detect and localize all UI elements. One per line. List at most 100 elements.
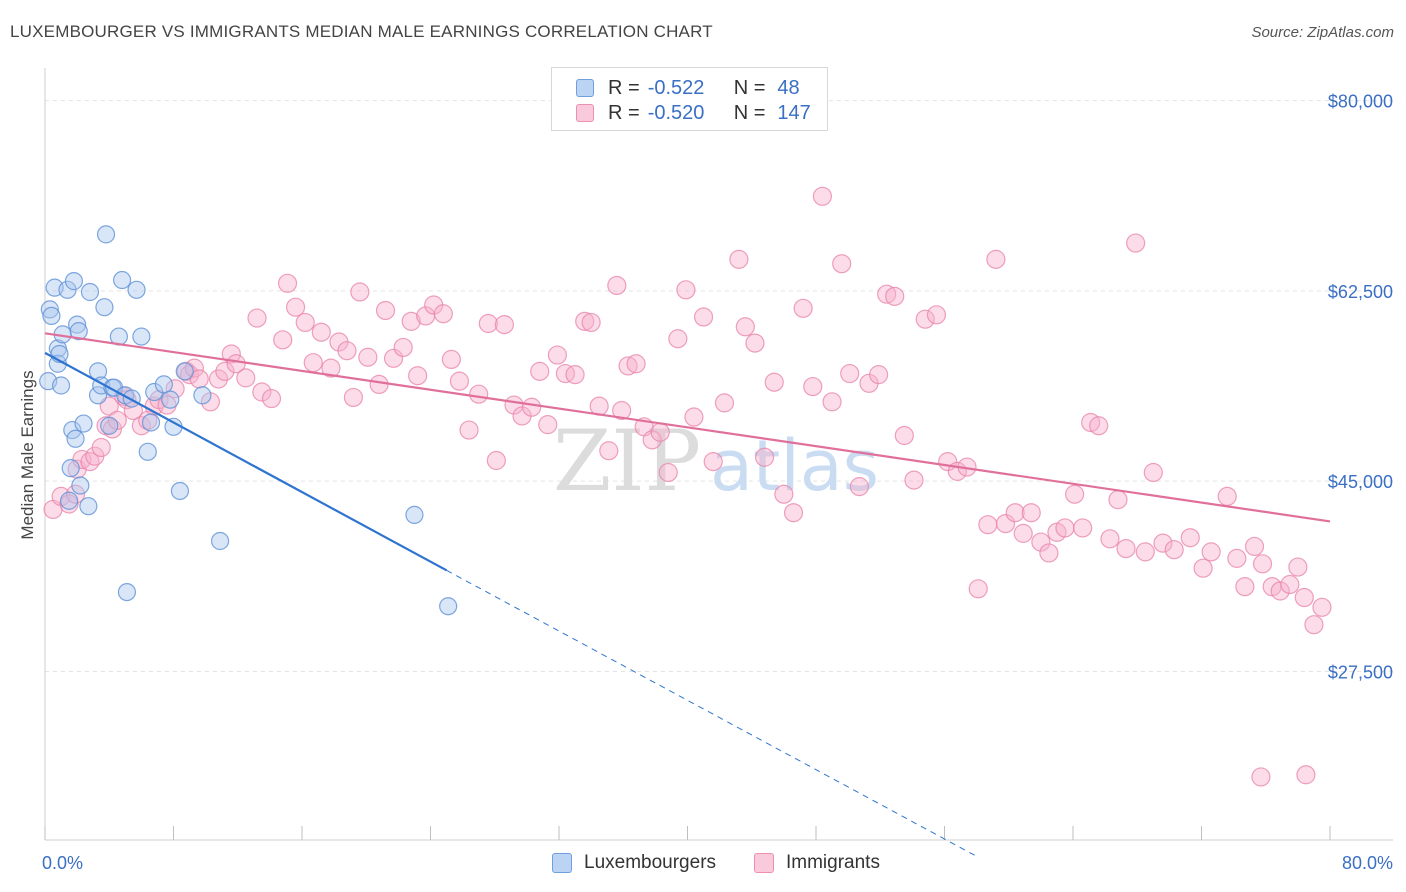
immigrants-point [1251,767,1271,787]
immigrants-point [693,307,714,327]
watermark-zip: ZIP [553,412,701,510]
immigrants-point [1055,518,1075,538]
immigrants-point [840,363,860,384]
immigrants-point [1089,416,1109,436]
immigrants-point [1013,523,1033,543]
series-legend: Luxembourgers Immigrants [0,852,1406,876]
y-tick-label: $27,500 [1328,662,1393,682]
immigrants-point [1031,532,1051,552]
y-tick-labels: $80,000 $62,500 $45,000 $27,500 [1328,92,1393,683]
immigrants-point [793,298,813,318]
immigrants-point [401,311,421,331]
immigrants-point [343,387,363,408]
luxembourgers-point [66,429,85,448]
immigrants-point [599,441,619,461]
immigrants-point [530,361,550,381]
luxembourgers-point [40,300,59,319]
immigrants-point [1005,503,1025,523]
immigrants-point [383,348,404,368]
immigrants-point [658,462,678,483]
luxembourgers-trend-extension [446,569,977,857]
immigrants-point [547,345,567,365]
immigrants-point [607,275,627,296]
immigrants-point [684,407,704,427]
luxembourgers-point [161,390,180,409]
immigrants-point [729,249,749,269]
immigrants-point [393,337,413,358]
immigrants-swatch [576,104,594,122]
luxembourgers-point [95,298,114,317]
luxembourgers-swatch [576,79,594,97]
immigrants-point [208,369,229,389]
luxembourgers-point [64,272,84,291]
luxembourgers-points [39,225,458,616]
luxembourgers-point [127,280,146,299]
legend-r-label: R = [608,76,640,99]
immigrants-point [184,358,204,378]
immigrants-point [1180,528,1200,548]
immigrants-point [612,400,632,421]
immigrants-points [43,186,1332,787]
immigrants-point [165,379,185,399]
immigrants-point [555,363,576,384]
axes [44,68,1393,841]
immigrants-point [822,392,842,412]
immigrants-point [764,372,784,392]
immigrants-point [273,330,293,350]
immigrants-point [565,365,585,385]
luxembourgers-point [74,414,93,433]
luxembourgers-point [138,442,157,461]
immigrants-point [102,419,123,439]
immigrants-point [277,273,298,293]
immigrants-point [703,452,723,472]
legend-row-luxembourgers: R = -0.522 N = 48 [576,77,800,99]
immigrants-point [408,366,428,386]
trend-lines [44,332,1331,857]
y-tick-label: $62,500 [1328,282,1393,302]
immigrants-point [358,347,378,367]
luxembourgers-point [112,270,132,290]
immigrants-point [978,515,998,535]
y-axis-label: Median Male Earnings [18,370,37,539]
immigrants-point [221,344,241,364]
luxembourgers-point [42,306,61,326]
immigrants-point [1193,558,1213,578]
luxembourgers-point [141,413,161,432]
immigrants-point [1296,765,1316,785]
immigrants-point [735,317,755,337]
immigrants-point [51,486,71,507]
immigrants-point [91,437,111,458]
chart-title: LUXEMBOURGER VS IMMIGRANTS MEDIAN MALE E… [10,22,713,41]
immigrants-point [668,329,688,349]
legend-r-value: -0.522 [647,76,705,99]
immigrants-point [1073,518,1093,538]
immigrants-point [926,305,947,325]
immigrants-legend-swatch [754,853,774,873]
immigrants-point [1108,490,1128,510]
immigrants-point [904,470,924,490]
immigrants-point [1235,577,1255,597]
legend-label-luxembourgers: Luxembourgers [584,852,717,873]
x-tick-label-left: 0.0% [42,853,83,873]
immigrants-point [1304,615,1324,635]
immigrants-point [1280,574,1300,595]
legend-item-immigrants[interactable]: Immigrants [754,852,880,874]
luxembourgers-point [122,389,141,408]
y-tick-label: $45,000 [1328,472,1393,492]
immigrants-point [915,309,935,329]
luxembourgers-trend-line [44,351,448,572]
legend-item-luxembourgers[interactable]: Luxembourgers [552,852,716,874]
immigrants-point [812,186,833,206]
immigrants-point [575,311,595,331]
luxembourgers-point [51,376,71,395]
immigrants-point [1143,462,1163,483]
immigrants-point [1312,597,1332,617]
immigrants-point [538,415,558,435]
y-tick-label: $80,000 [1328,92,1393,112]
luxembourgers-point [405,505,424,524]
immigrants-point [459,420,479,440]
legend-n-label: N = [733,101,766,124]
immigrants-point [1227,548,1247,568]
immigrants-point [433,304,453,324]
legend-r-value: -0.520 [647,101,705,124]
